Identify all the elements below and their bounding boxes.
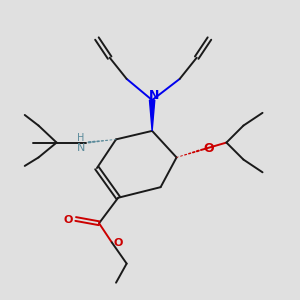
Text: O: O <box>113 238 123 248</box>
Text: N: N <box>149 89 159 102</box>
Text: O: O <box>203 142 214 155</box>
Text: O: O <box>64 215 73 225</box>
Polygon shape <box>149 100 155 131</box>
Text: H: H <box>77 133 85 143</box>
Text: N: N <box>77 143 85 153</box>
